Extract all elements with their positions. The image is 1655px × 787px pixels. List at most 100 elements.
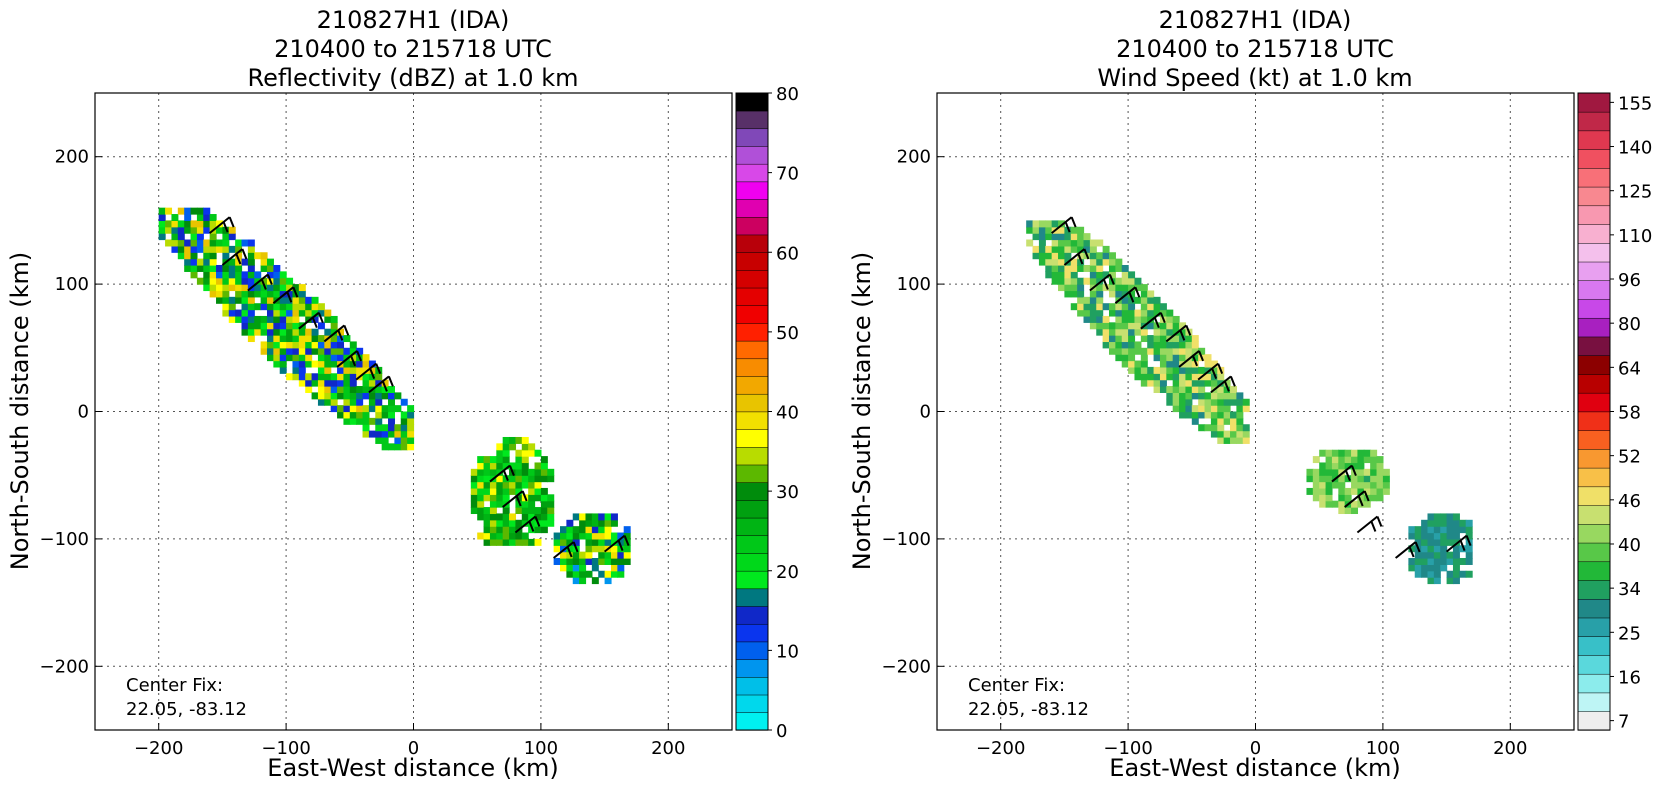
field-cell	[1096, 303, 1104, 311]
field-cell	[216, 226, 223, 234]
field-cell	[349, 341, 357, 349]
field-cell	[1433, 513, 1441, 521]
field-cell	[209, 252, 217, 260]
field-cell	[1134, 284, 1142, 292]
field-cell	[1382, 481, 1390, 489]
field-cell	[247, 309, 255, 317]
field-cell	[362, 424, 370, 432]
field-cell	[317, 379, 325, 387]
field-cell	[286, 335, 294, 343]
field-cell	[216, 277, 223, 285]
field-cell	[266, 309, 274, 317]
field-cell	[1134, 341, 1142, 349]
field-cell	[375, 379, 383, 387]
field-cell	[1370, 449, 1378, 457]
field-cell	[273, 264, 281, 272]
field-cell	[617, 551, 625, 559]
field-cell	[591, 519, 599, 527]
x-tick-label: −100	[261, 738, 310, 759]
field-cell	[1121, 315, 1129, 323]
field-cell	[317, 386, 325, 393]
field-cell	[324, 386, 332, 393]
field-cell	[184, 264, 192, 272]
field-cell	[623, 545, 631, 553]
field-cell	[1217, 417, 1225, 425]
field-cell	[375, 373, 383, 381]
colorbar-tick-label: 70	[776, 164, 799, 185]
field-cell	[349, 411, 357, 419]
field-cell	[254, 252, 262, 260]
field-cell	[1306, 468, 1314, 476]
field-cell	[228, 284, 236, 292]
field-cell	[266, 303, 274, 311]
field-cell	[604, 570, 612, 578]
field-cell	[1204, 379, 1212, 387]
field-cell	[509, 436, 517, 444]
field-cell	[362, 354, 370, 362]
field-cell	[528, 519, 536, 527]
field-cell	[343, 366, 351, 374]
field-cell	[540, 526, 548, 534]
field-cell	[579, 526, 587, 534]
field-cell	[1153, 386, 1161, 393]
field-cell	[1223, 379, 1231, 387]
field-cell	[1230, 424, 1237, 432]
field-cell	[1121, 290, 1129, 298]
colorbar-swatch	[1577, 429, 1611, 450]
field-cell	[1108, 252, 1116, 260]
field-cell	[1089, 290, 1097, 298]
field-cell	[1446, 519, 1454, 527]
left-wind-barbs	[209, 216, 630, 559]
field-cell	[1089, 277, 1097, 285]
field-cell	[356, 398, 364, 406]
field-cell	[330, 405, 338, 413]
field-cell	[1121, 322, 1129, 330]
field-cell	[502, 526, 510, 534]
field-cell	[1452, 526, 1460, 534]
field-cell	[222, 277, 230, 285]
field-cell	[235, 277, 243, 285]
wind-barb	[1140, 311, 1166, 330]
wind-barb	[1356, 515, 1383, 534]
field-cell	[292, 296, 300, 304]
field-cell	[1376, 494, 1384, 502]
field-cell	[1191, 354, 1199, 362]
field-cell	[1115, 354, 1123, 362]
colorbar-swatch	[1577, 654, 1611, 675]
field-cell	[521, 475, 529, 483]
field-cell	[196, 233, 204, 241]
field-cell	[1058, 220, 1065, 228]
field-cell	[330, 335, 338, 343]
field-cell	[311, 309, 319, 317]
field-cell	[1185, 335, 1193, 343]
reflectivity-panel: 210827H1 (IDA) 210400 to 215718 UTC Refl…	[6, 6, 799, 782]
field-cell	[1338, 475, 1346, 483]
field-cell	[1452, 519, 1460, 527]
field-cell	[1236, 405, 1244, 413]
field-cell	[165, 226, 173, 234]
field-cell	[1077, 264, 1085, 272]
wind-barb	[1114, 286, 1141, 304]
field-cell	[228, 315, 236, 323]
field-cell	[1051, 264, 1059, 272]
field-cell	[483, 475, 491, 483]
x-tick-label: 200	[651, 738, 685, 759]
field-cell	[292, 322, 300, 330]
field-cell	[1121, 284, 1129, 292]
field-cell	[311, 328, 319, 336]
field-cell	[623, 532, 631, 540]
field-cell	[247, 239, 255, 247]
field-cell	[171, 226, 179, 234]
colorbar-swatch	[735, 198, 769, 218]
field-cell	[1089, 252, 1097, 260]
field-cell	[381, 379, 389, 387]
colorbar-swatch	[1577, 336, 1611, 356]
field-cell	[209, 284, 217, 292]
field-cell	[368, 379, 376, 387]
x-tick-label: 100	[1366, 738, 1400, 759]
colorbar-swatch	[1577, 92, 1611, 113]
field-cell	[1140, 347, 1148, 355]
field-cell	[298, 284, 306, 292]
field-cell	[1153, 309, 1161, 317]
field-cell	[305, 341, 313, 349]
